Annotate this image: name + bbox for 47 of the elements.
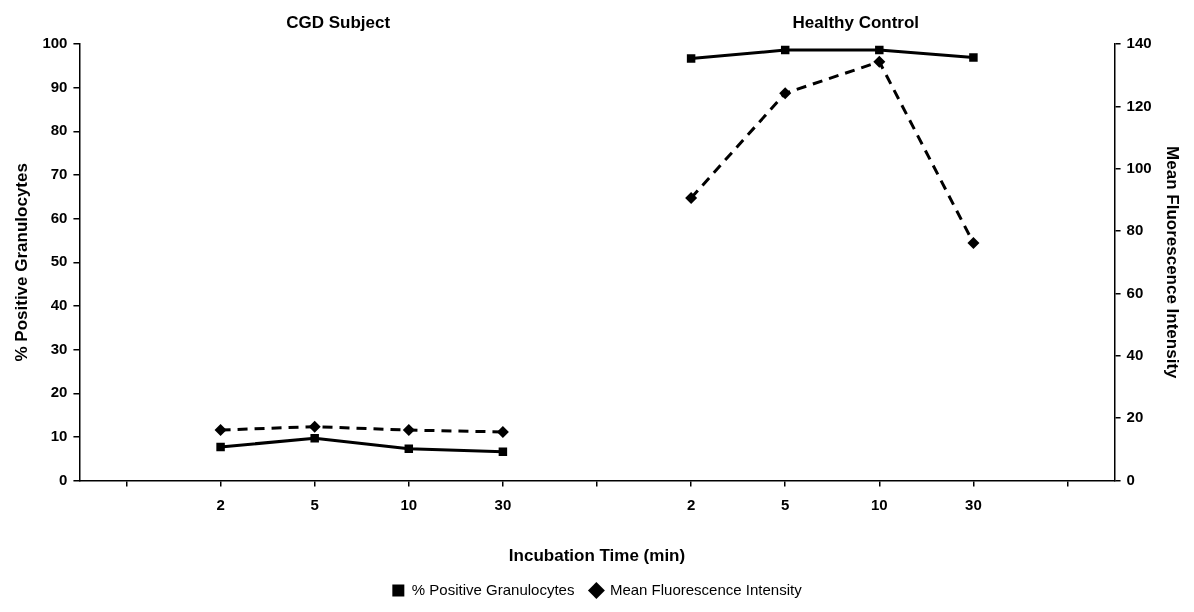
y-tick-label: 80 [50,121,68,139]
point [686,54,696,63]
point [967,236,980,249]
x-tick-label: 10 [400,495,418,513]
y2-tick-label: 140 [1126,34,1152,52]
y2-tick-label: 120 [1126,96,1152,114]
y2-tick-label: 20 [1126,408,1144,426]
x-tick-label: 10 [870,495,888,513]
y-tick-label: 30 [50,339,68,357]
text: CGD Subject [286,13,391,33]
x-tick-label: 30 [494,495,512,513]
y-tick-label: 20 [50,383,68,401]
point [969,53,978,62]
x-tick-label: 5 [310,495,319,513]
y2-axis-title: Mean Fluorescence Intensity [1163,146,1183,380]
point [216,442,225,452]
point [685,192,698,205]
point [404,444,414,453]
y-tick-label: 10 [50,427,68,445]
legend-label: Mean Fluorescence Intensity [609,580,803,598]
y-tick-label: 90 [50,77,68,95]
x-tick-label: 5 [781,495,790,513]
text: Healthy Control [792,13,920,33]
y-tick-label: 40 [50,296,68,314]
point [875,45,884,55]
y-axis-title: % Positive Granulocytes [11,163,31,362]
y-tick-label: 0 [59,470,68,488]
x-tick-label: 2 [216,495,225,513]
y-tick-label: 60 [50,208,68,226]
y-tick-label: 100 [42,34,68,52]
point [873,55,886,68]
y2-tick-label: 0 [1126,470,1135,488]
y-tick-label: 50 [50,252,68,270]
point [310,434,319,443]
point [214,424,227,437]
x-tick-label: 2 [686,495,696,513]
y2-tick-label: 60 [1126,283,1144,301]
y2-tick-label: 80 [1126,221,1144,239]
x-tick-label: 30 [965,495,982,513]
point [779,87,792,100]
y-tick-label: 70 [50,165,68,183]
point [402,424,415,437]
point [308,420,321,433]
legend-label: % Positive Granulocytes [411,580,575,598]
y2-tick-label: 100 [1126,158,1152,176]
x-axis-title: Incubation Time (min) [508,546,686,566]
y2-tick-label: 40 [1126,346,1144,363]
